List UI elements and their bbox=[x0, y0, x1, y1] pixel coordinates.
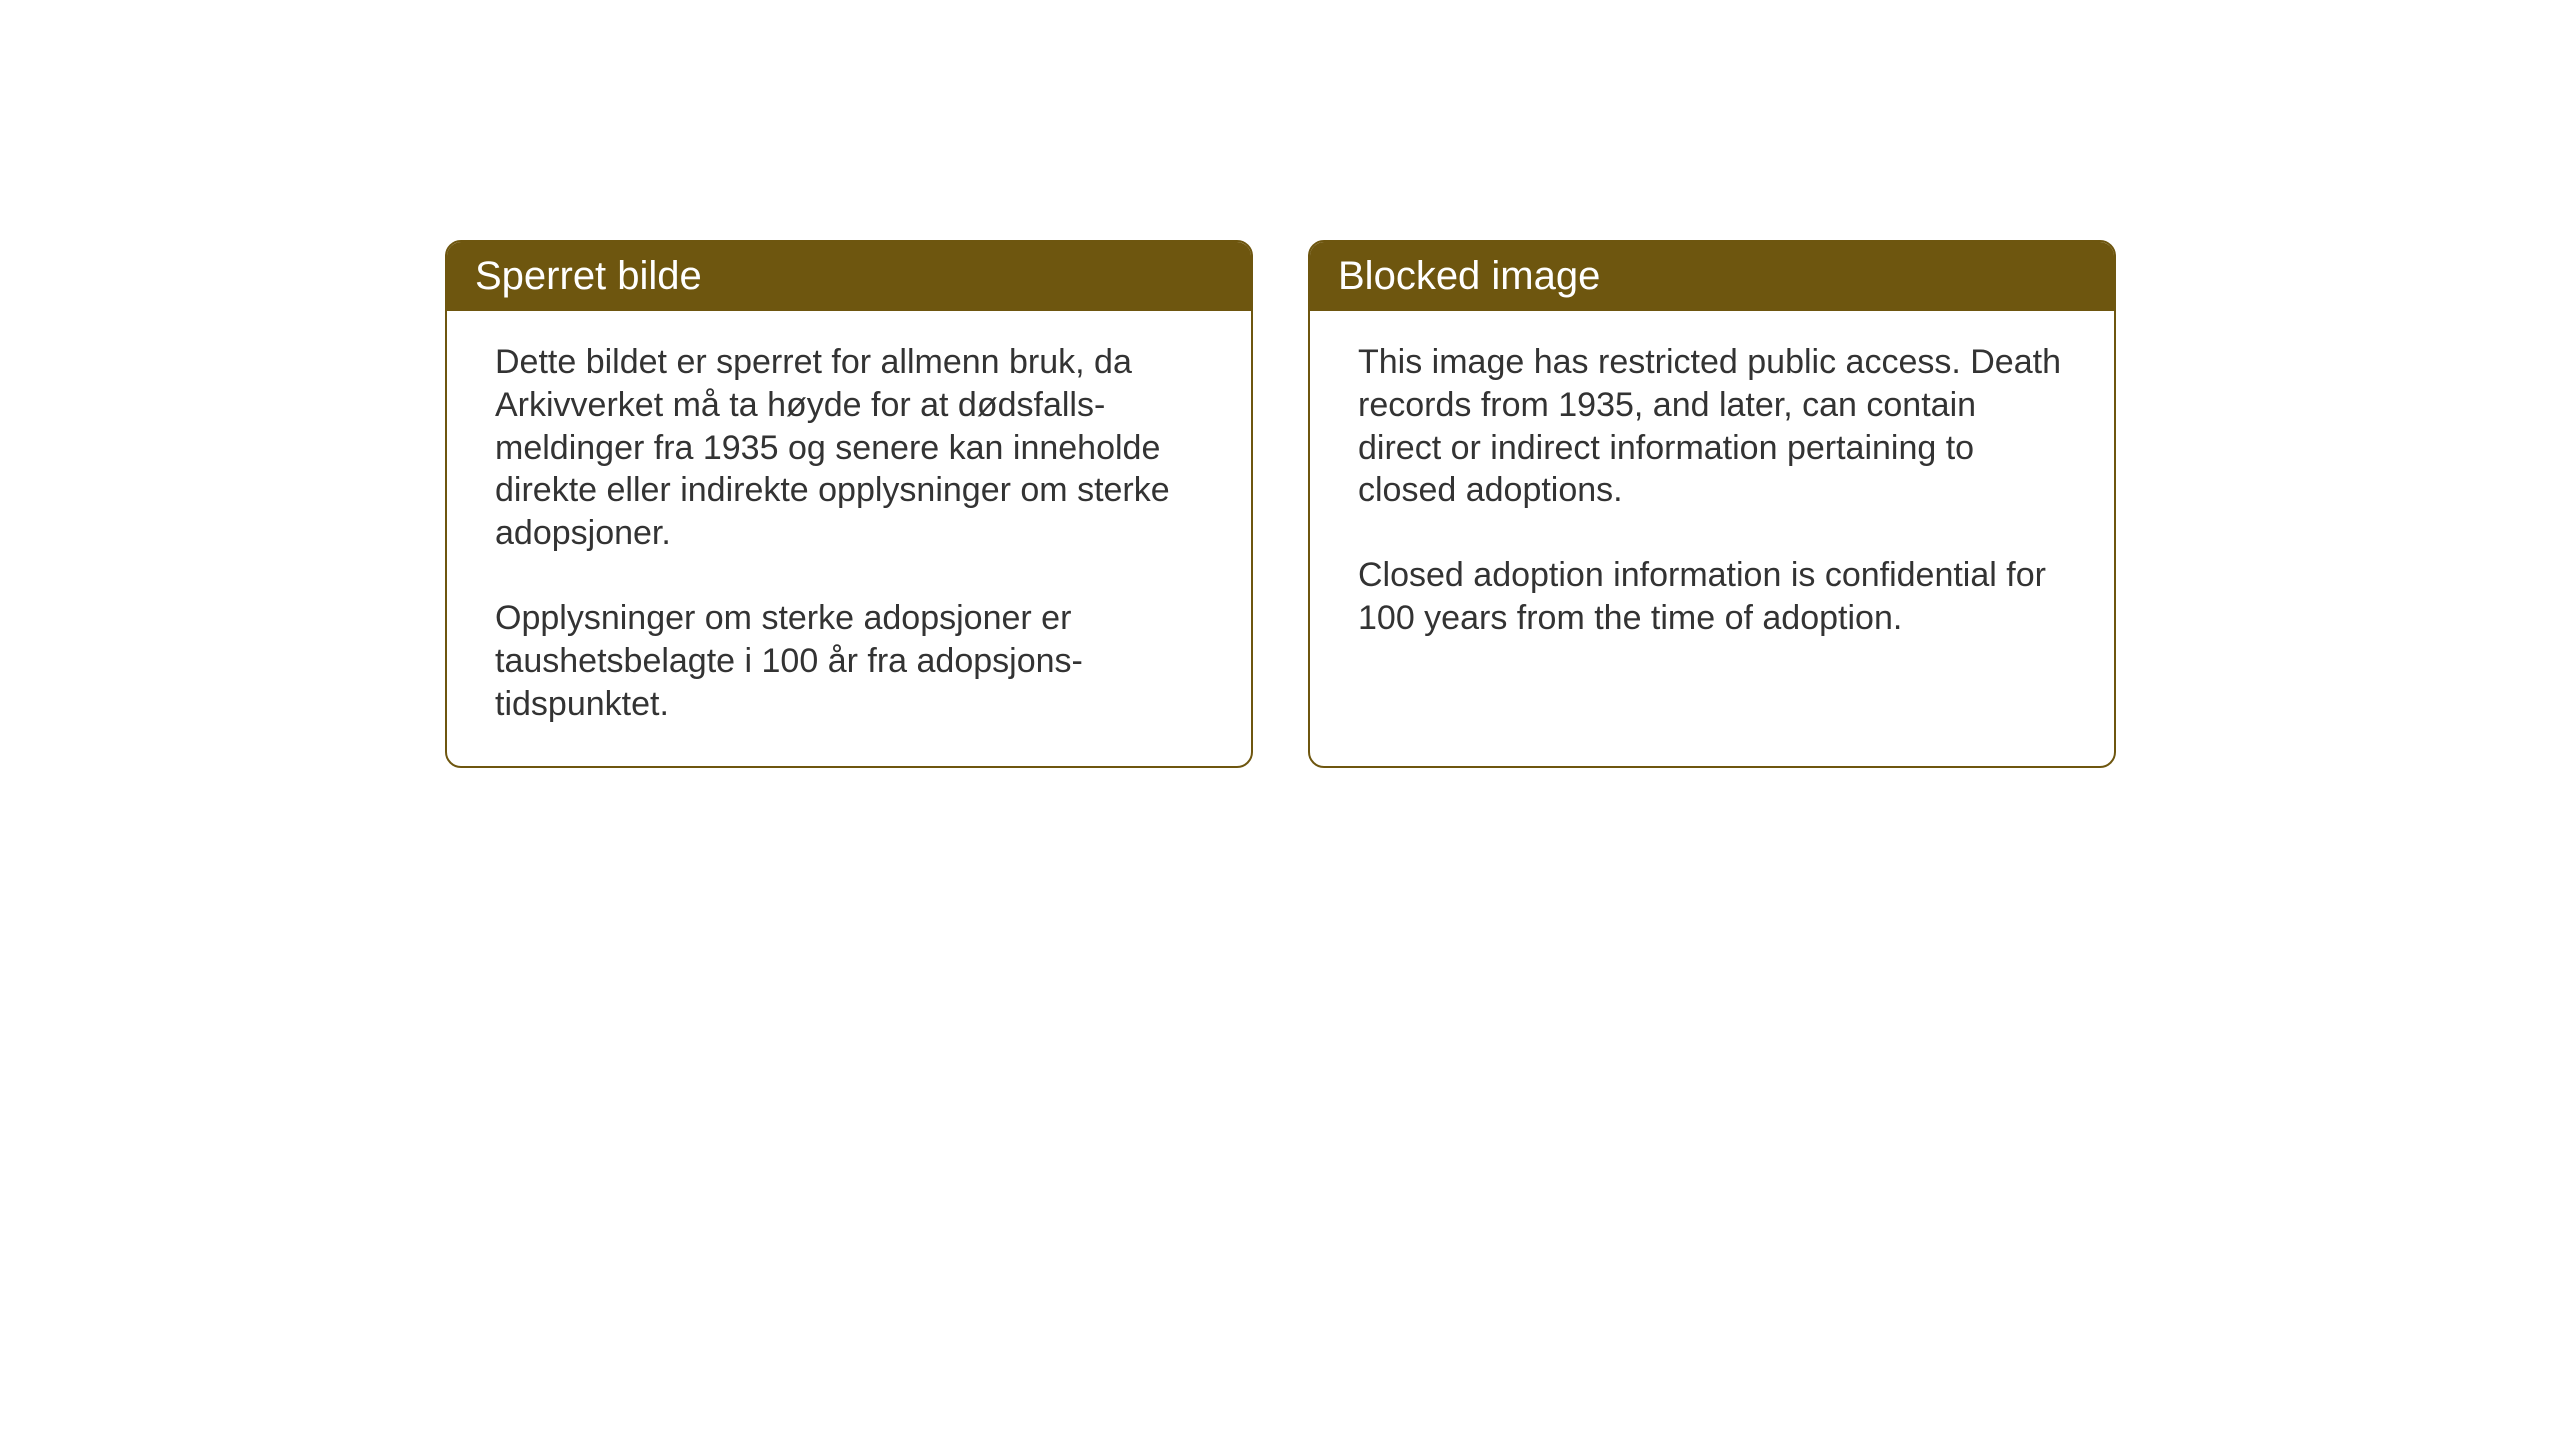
notice-card-english: Blocked image This image has restricted … bbox=[1308, 240, 2116, 768]
notice-card-norwegian: Sperret bilde Dette bildet er sperret fo… bbox=[445, 240, 1253, 768]
card-title-norwegian: Sperret bilde bbox=[475, 254, 702, 298]
card-paragraph-english-1: This image has restricted public access.… bbox=[1358, 341, 2066, 512]
card-body-norwegian: Dette bildet er sperret for allmenn bruk… bbox=[447, 311, 1251, 766]
card-header-norwegian: Sperret bilde bbox=[447, 242, 1251, 311]
card-paragraph-norwegian-1: Dette bildet er sperret for allmenn bruk… bbox=[495, 341, 1203, 555]
card-title-english: Blocked image bbox=[1338, 254, 1600, 298]
card-paragraph-english-2: Closed adoption information is confident… bbox=[1358, 554, 2066, 640]
card-paragraph-norwegian-2: Opplysninger om sterke adopsjoner er tau… bbox=[495, 597, 1203, 725]
card-header-english: Blocked image bbox=[1310, 242, 2114, 311]
notice-container: Sperret bilde Dette bildet er sperret fo… bbox=[445, 240, 2116, 768]
card-body-english: This image has restricted public access.… bbox=[1310, 311, 2114, 680]
